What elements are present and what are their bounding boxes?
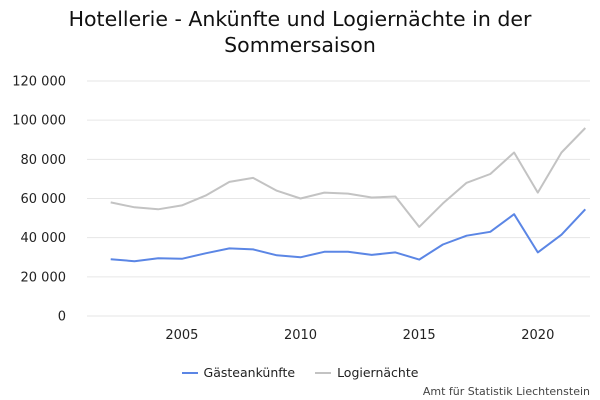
x-tick-label: 2010 [284, 328, 317, 343]
y-tick-label: 0 [58, 310, 66, 325]
y-tick-label: 60 000 [21, 192, 67, 207]
chart-title: Hotellerie - Ankünfte und Logiernächte i… [0, 6, 600, 58]
legend-label: Gästeankünfte [203, 365, 296, 380]
series-line-g-steank-nfte [110, 208, 587, 263]
x-tick-label: 2015 [403, 328, 436, 343]
chart-title-line-2: Sommersaison [224, 33, 376, 57]
chart-title-line-1: Hotellerie - Ankünfte und Logiernächte i… [68, 7, 532, 31]
y-tick-label: 40 000 [21, 231, 67, 246]
legend-swatch [315, 371, 332, 374]
x-tick-label: 2020 [521, 328, 554, 343]
grid-lines [87, 80, 590, 317]
series-line-logiern-chte [110, 127, 587, 228]
legend-item[interactable]: Logiernächte [315, 365, 418, 380]
y-tick-label: 100 000 [12, 114, 66, 129]
y-axis-tick-labels: 0 20 000 40 000 60 000 80 000 100 000 120 000 [12, 75, 66, 325]
legend-label: Logiernächte [337, 365, 419, 380]
y-tick-label: 120 000 [12, 75, 66, 90]
x-tick-label: 2005 [165, 328, 198, 343]
series-lines [110, 127, 587, 263]
y-tick-label: 20 000 [21, 270, 67, 285]
legend: Gästeankünfte Logiernächte [0, 365, 600, 380]
x-axis-tick-labels: 2005 2010 2015 2020 [165, 328, 554, 343]
y-tick-label: 80 000 [21, 153, 67, 168]
legend-item[interactable]: Gästeankünfte [181, 365, 296, 380]
source-note: Amt für Statistik Liechtenstein [422, 385, 590, 398]
legend-swatch [181, 371, 198, 374]
